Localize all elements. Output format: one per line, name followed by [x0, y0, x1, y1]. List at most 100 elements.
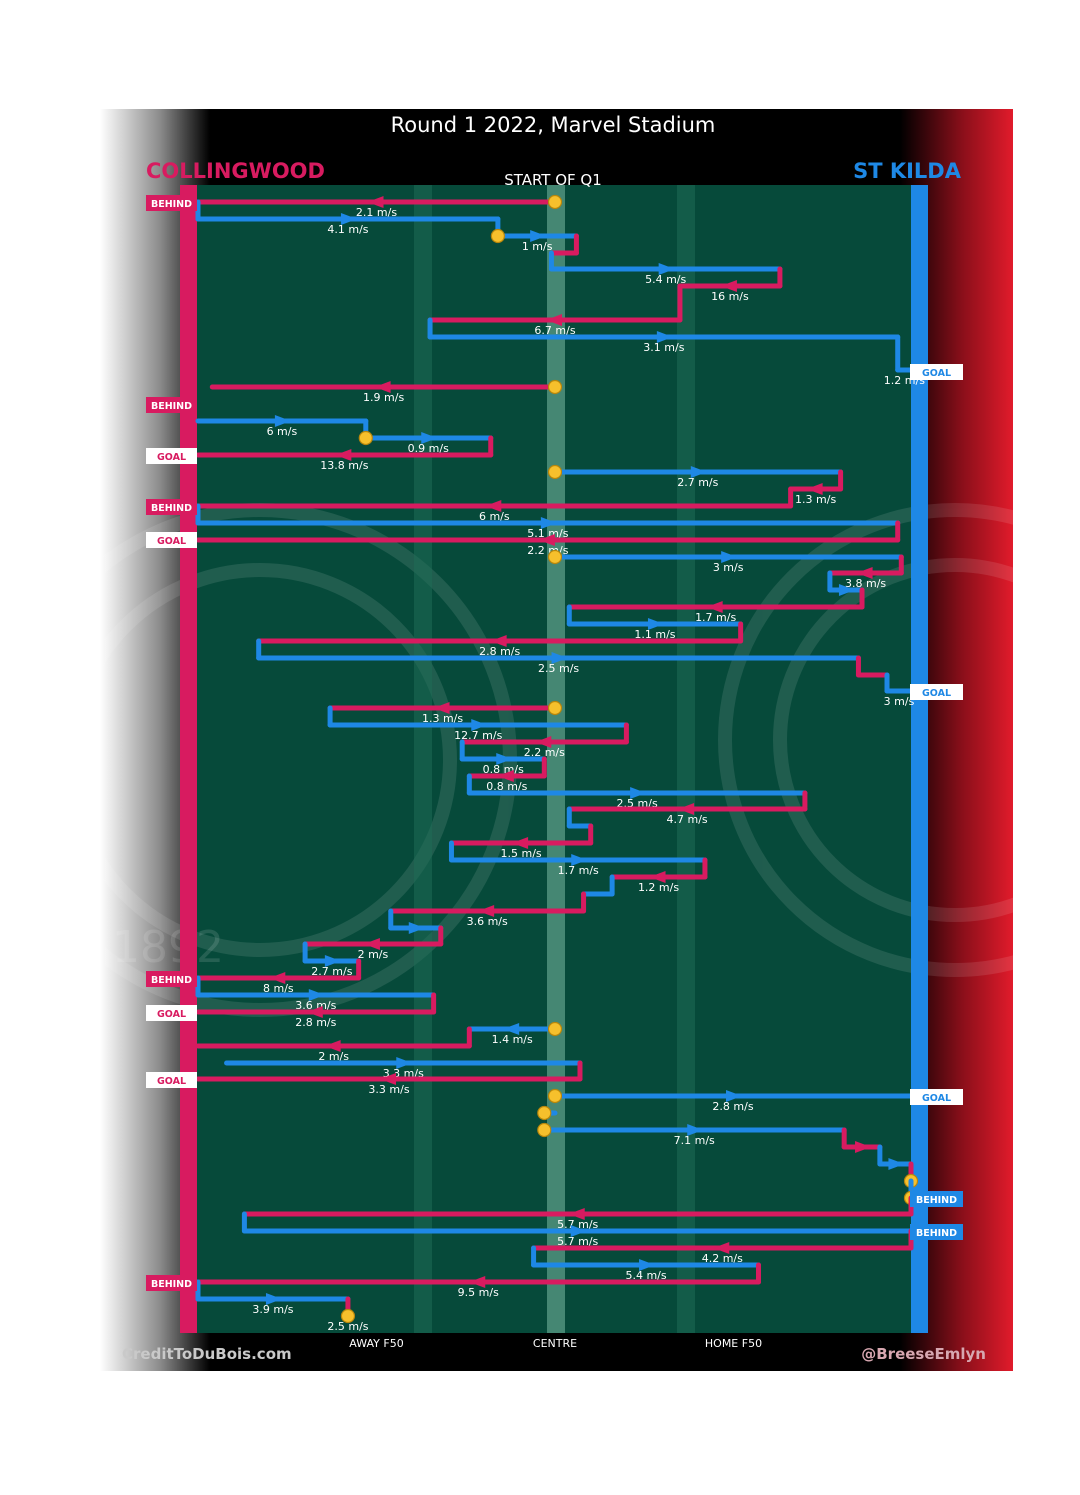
direction-arrow — [274, 415, 291, 427]
outcome-badge — [146, 448, 197, 464]
direction-arrow — [568, 1208, 585, 1220]
outcome-label: GOAL — [157, 452, 186, 463]
speed-label: 2.5 m/s — [327, 1320, 368, 1333]
speed-label: 4.1 m/s — [327, 223, 368, 236]
direction-arrow — [324, 955, 341, 967]
outcome-label: GOAL — [157, 1009, 186, 1020]
direction-arrow — [551, 652, 568, 664]
direction-arrow — [713, 1242, 730, 1254]
direction-arrow — [838, 584, 855, 596]
direction-arrow — [308, 989, 325, 1001]
direction-arrow — [421, 432, 438, 444]
direction-arrow — [649, 871, 666, 883]
direction-arrow — [530, 230, 547, 242]
direction-arrow — [433, 702, 450, 714]
direction-arrow — [469, 1276, 486, 1288]
outcome-badge — [146, 397, 197, 413]
outcome-badge — [910, 364, 963, 380]
outcome-label: BEHIND — [151, 1279, 192, 1290]
speed-label: 5.1 m/s — [527, 527, 568, 540]
speed-label: 0.9 m/s — [408, 442, 449, 455]
outcome-badge — [146, 1005, 197, 1021]
direction-arrow — [720, 280, 737, 292]
outcome-badge — [146, 1072, 197, 1088]
speed-label: 2 m/s — [358, 948, 389, 961]
direction-arrow — [687, 1124, 704, 1136]
speed-label: 4.2 m/s — [702, 1252, 743, 1265]
speed-label: 2.7 m/s — [311, 965, 352, 978]
speed-label: 8 m/s — [263, 982, 294, 995]
chart-title: Round 1 2022, Marvel Stadium — [391, 113, 716, 137]
stkilda-goal-line — [911, 185, 928, 1333]
stoppage-marker — [547, 549, 563, 565]
outcome-badge — [146, 1275, 197, 1291]
direction-arrow — [546, 314, 562, 326]
speed-label: 3.3 m/s — [368, 1083, 409, 1096]
stoppage-marker — [358, 430, 373, 446]
direction-arrow — [490, 635, 507, 647]
outcome-badge — [146, 195, 197, 211]
direction-arrow — [630, 787, 647, 799]
stoppage-marker — [490, 228, 505, 244]
direction-arrow — [408, 922, 425, 934]
direction-arrow — [265, 1293, 282, 1305]
speed-label: 3 m/s — [713, 561, 744, 574]
speed-label: 3.6 m/s — [467, 915, 508, 928]
direction-arrow — [363, 938, 380, 950]
direction-arrow — [503, 1023, 520, 1035]
stkilda-crest-watermark — [718, 503, 1080, 977]
outcome-badge — [910, 1191, 963, 1207]
direction-arrow — [496, 753, 513, 765]
speed-label: 3 m/s — [884, 695, 915, 708]
speed-label: 1.5 m/s — [501, 847, 542, 860]
centre-band — [547, 185, 565, 1333]
speed-label: 2.5 m/s — [538, 662, 579, 675]
direction-arrow — [497, 770, 514, 782]
speed-label: 1.3 m/s — [422, 712, 463, 725]
direction-arrow — [335, 449, 352, 461]
outcome-label: BEHIND — [151, 401, 192, 412]
speed-label: 3.8 m/s — [845, 577, 886, 590]
x-axis-ticks: AWAY F50 CENTRE HOME F50 — [349, 1337, 762, 1350]
speed-label: 6 m/s — [479, 510, 510, 523]
speed-label: 3.9 m/s — [252, 1303, 293, 1316]
speed-label: 2.2 m/s — [524, 746, 565, 759]
speed-label: 4.7 m/s — [667, 813, 708, 826]
stoppage-marker — [547, 194, 563, 210]
speed-label: 2.8 m/s — [712, 1100, 753, 1113]
direction-arrow — [726, 1090, 742, 1102]
direction-arrow — [656, 331, 673, 343]
x-tick-label: HOME F50 — [705, 1337, 762, 1350]
stoppage-marker — [537, 1105, 552, 1121]
speed-label: 2 m/s — [318, 1050, 349, 1063]
direction-arrow — [721, 551, 738, 563]
speed-label: 9.5 m/s — [458, 1286, 499, 1299]
direction-arrow — [478, 905, 495, 917]
direction-arrow — [367, 196, 384, 208]
stoppage-marker — [340, 1308, 356, 1324]
direction-arrow — [535, 736, 552, 748]
direction-arrow — [379, 1073, 396, 1085]
speed-label: 5.7 m/s — [557, 1218, 598, 1231]
direction-arrow — [512, 837, 529, 849]
stoppage-marker — [547, 1088, 563, 1104]
direction-arrow — [471, 719, 488, 731]
speed-label: 12.7 m/s — [454, 729, 502, 742]
speed-label: 0.8 m/s — [486, 780, 527, 793]
crest-year-watermark: 1892 — [112, 922, 224, 973]
direction-arrow — [538, 534, 555, 546]
direction-arrow — [678, 803, 695, 815]
outcome-label: GOAL — [157, 1076, 186, 1087]
outcome-label: GOAL — [922, 1093, 951, 1104]
speed-label: 13.8 m/s — [320, 459, 368, 472]
direction-arrow — [306, 1006, 323, 1018]
speed-label: 5.4 m/s — [645, 273, 686, 286]
speed-label: 6 m/s — [267, 425, 298, 438]
direction-arrow — [571, 854, 588, 866]
speed-label: 1.3 m/s — [795, 493, 836, 506]
speed-label: 1.4 m/s — [492, 1033, 533, 1046]
direction-arrow — [856, 567, 873, 579]
speed-label: 5.7 m/s — [557, 1235, 598, 1248]
outcome-label: BEHIND — [151, 503, 192, 514]
